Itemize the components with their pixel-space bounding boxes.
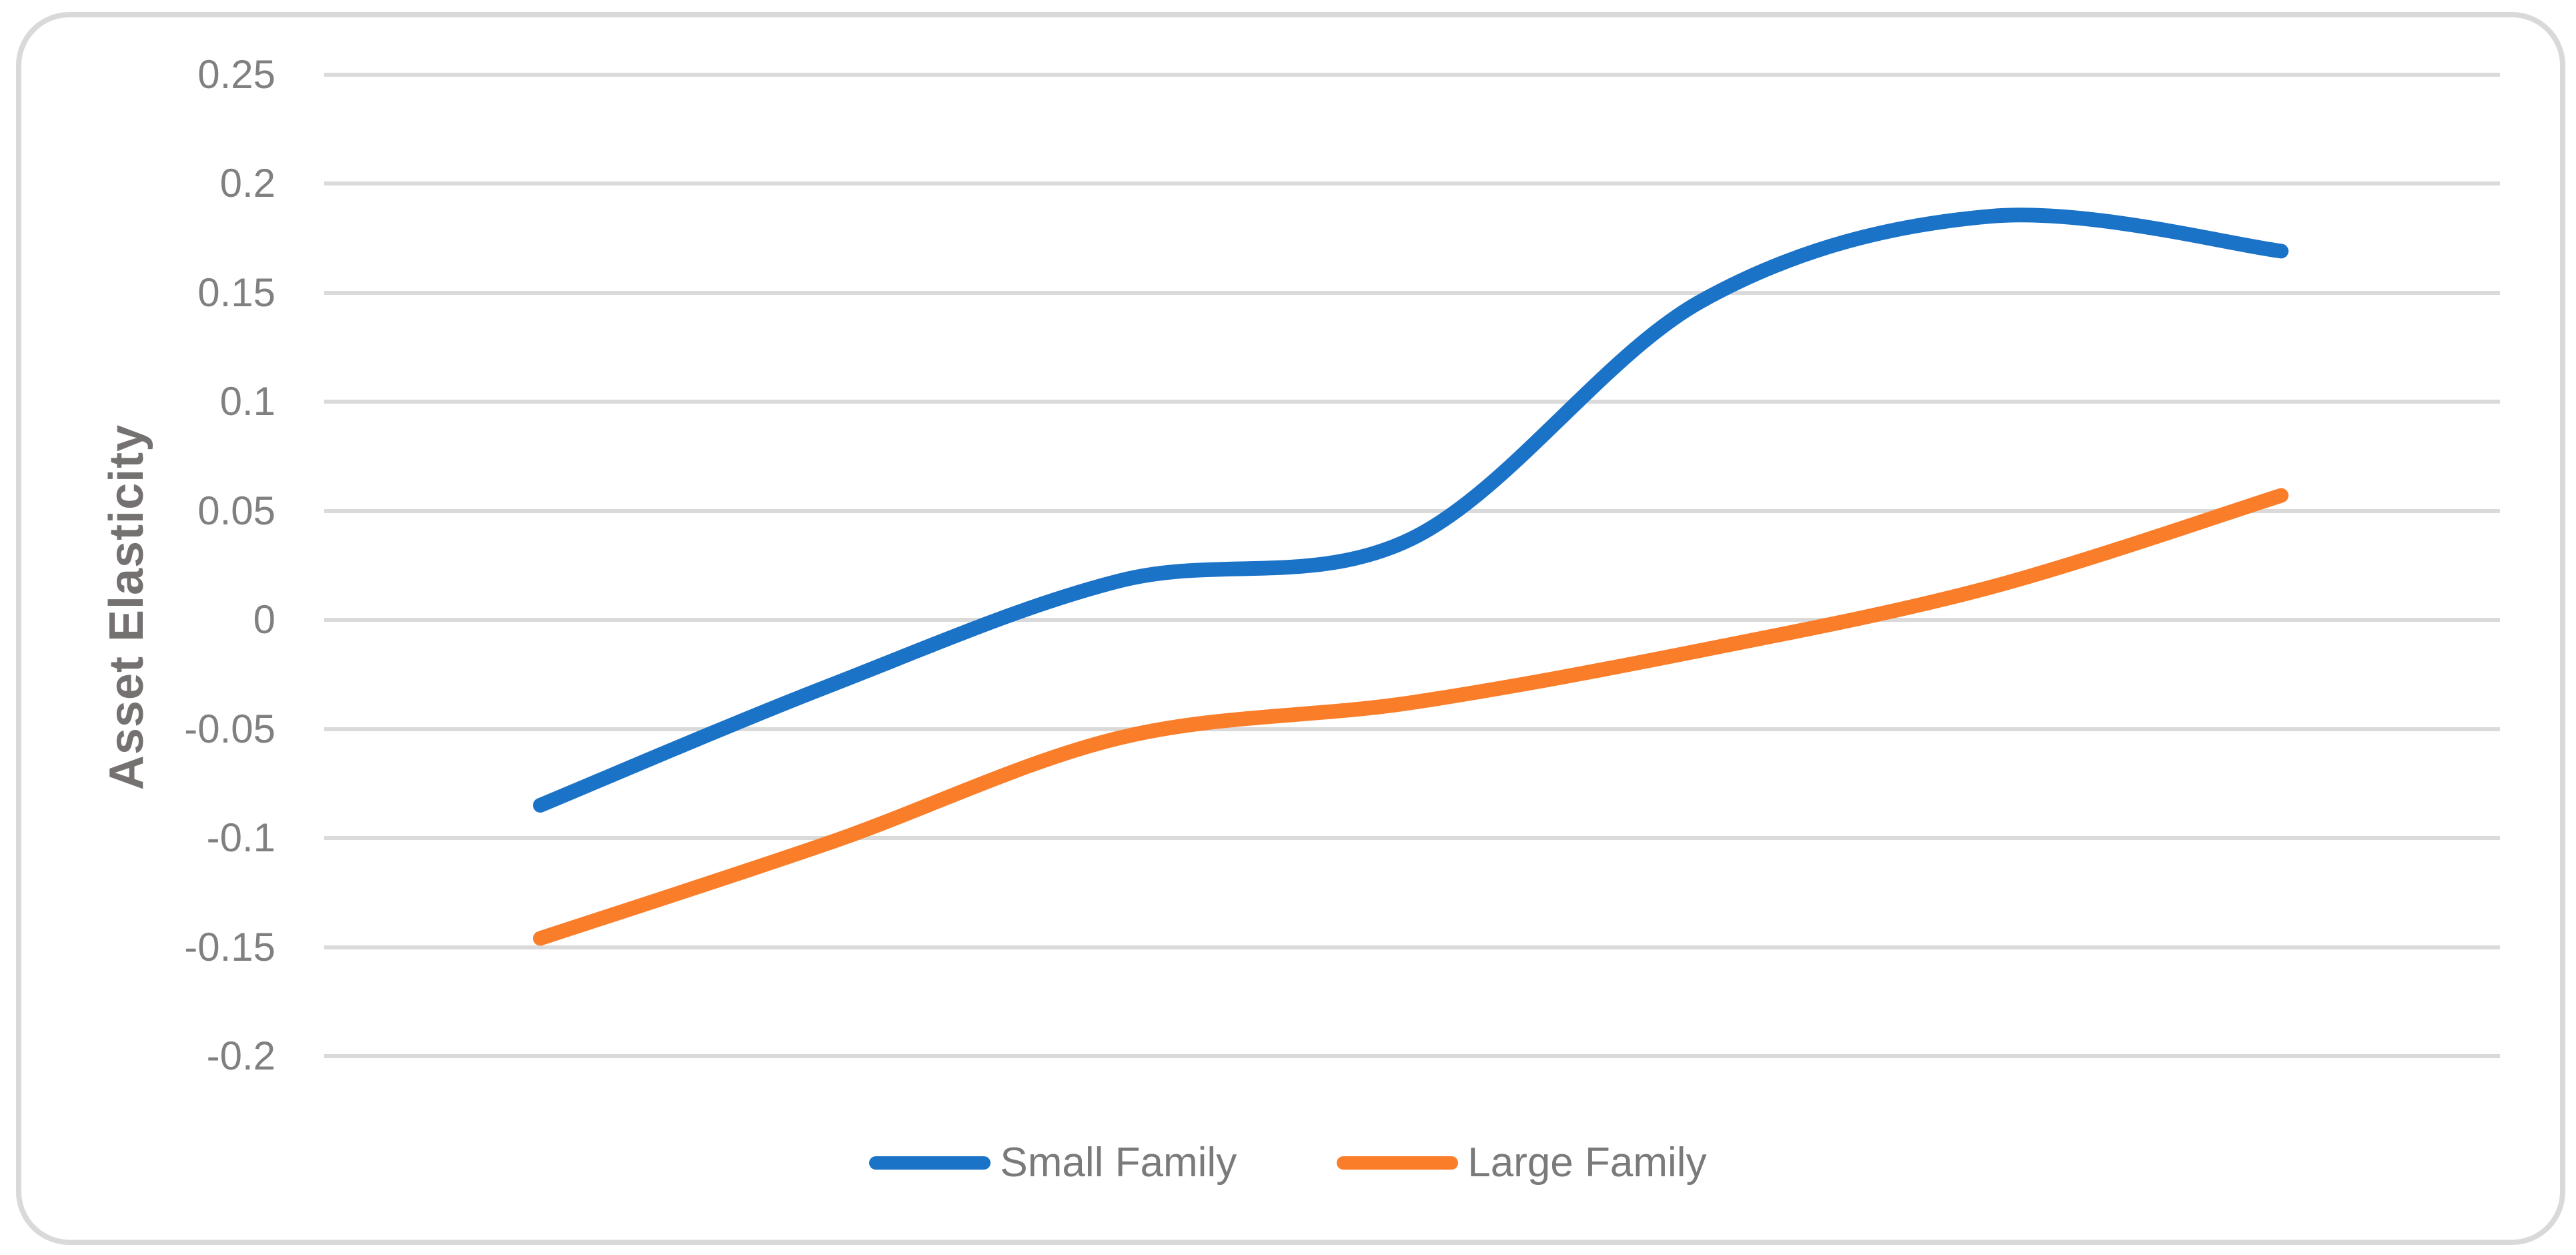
legend-label: Large Family bbox=[1467, 1140, 1707, 1186]
y-tick-label: 0 bbox=[253, 597, 275, 642]
legend-item-large-family: Large Family bbox=[1337, 1138, 1707, 1188]
legend-line-swatch-icon bbox=[1337, 1156, 1459, 1170]
y-tick-label: 0.25 bbox=[197, 51, 275, 97]
gridline bbox=[324, 290, 2500, 295]
gridline bbox=[324, 181, 2500, 185]
gridline bbox=[324, 508, 2500, 513]
y-tick-label: -0.2 bbox=[206, 1033, 275, 1078]
gridline bbox=[324, 400, 2500, 404]
gridline bbox=[324, 836, 2500, 840]
chart-card bbox=[16, 12, 2565, 1245]
legend-item-small-family: Small Family bbox=[869, 1138, 1237, 1188]
y-tick-label: 0.05 bbox=[197, 488, 275, 533]
gridline bbox=[324, 727, 2500, 731]
y-tick-label: -0.15 bbox=[184, 924, 275, 969]
gridline bbox=[324, 72, 2500, 77]
y-tick-label: -0.05 bbox=[184, 706, 275, 751]
gridline bbox=[324, 618, 2500, 622]
series-line-small-family bbox=[533, 207, 2289, 813]
y-tick-label: 0.15 bbox=[197, 270, 275, 315]
legend-label: Small Family bbox=[1000, 1140, 1237, 1186]
y-tick-label: 0.2 bbox=[219, 161, 275, 205]
y-tick-label: 0.1 bbox=[219, 379, 275, 424]
legend: Small Family Large Family bbox=[0, 1138, 2576, 1188]
series-line-large-family bbox=[533, 488, 2289, 946]
gridline bbox=[324, 945, 2500, 949]
gridline bbox=[324, 1054, 2500, 1058]
legend-line-swatch-icon bbox=[869, 1156, 991, 1170]
y-tick-label: -0.1 bbox=[206, 815, 275, 860]
